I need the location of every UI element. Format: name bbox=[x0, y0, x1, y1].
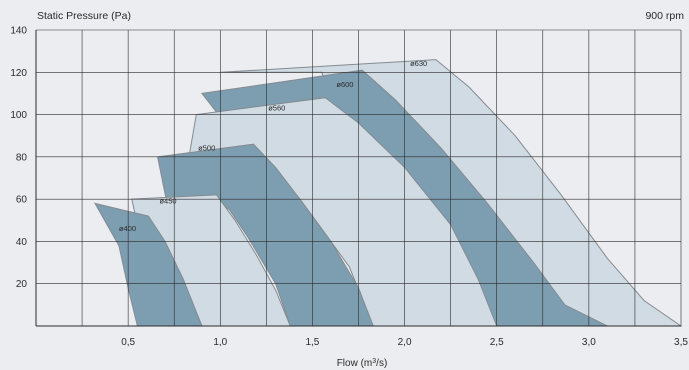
x-tick-label-4: 2,5 bbox=[490, 337, 504, 348]
y-tick-label-5: 120 bbox=[10, 68, 27, 79]
x-tick-label-3: 2,0 bbox=[398, 337, 412, 348]
speed-label: 900 rpm bbox=[645, 10, 684, 22]
x-tick-label-2: 1,5 bbox=[305, 337, 319, 348]
x-axis-label: Flow (m3/s) bbox=[337, 358, 388, 370]
fan-curves bbox=[94, 59, 683, 327]
curve-label-1: ø600 bbox=[336, 80, 353, 89]
y-tick-label-1: 40 bbox=[16, 237, 28, 248]
curve-labels: ø630 ø600 ø560 ø500 ø450 ø400 bbox=[119, 59, 427, 233]
curve-label-3: ø500 bbox=[198, 144, 215, 153]
y-tick-label-6: 140 bbox=[10, 26, 27, 37]
grid-lines bbox=[35, 29, 682, 327]
curve-label-4: ø450 bbox=[159, 196, 176, 205]
y-tick-label-2: 60 bbox=[16, 195, 28, 206]
y-axis-label: Static Pressure (Pa) bbox=[37, 10, 131, 22]
y-tick-label-4: 100 bbox=[10, 110, 27, 121]
curve-label-5: ø400 bbox=[119, 224, 136, 233]
curve-label-2: ø560 bbox=[268, 103, 285, 112]
y-tick-label-3: 80 bbox=[16, 152, 28, 163]
x-tick-label-0: 0,5 bbox=[121, 337, 135, 348]
tick-labels: 0,5 1,0 1,5 2,0 2,5 3,0 3,5 20 40 60 80 100 120 140 bbox=[10, 26, 688, 349]
y-tick-label-0: 20 bbox=[16, 279, 28, 290]
x-tick-label-6: 3,5 bbox=[674, 337, 688, 348]
x-tick-label-1: 1,0 bbox=[213, 337, 227, 348]
x-tick-label-5: 3,0 bbox=[582, 337, 596, 348]
curve-label-0: ø630 bbox=[410, 59, 427, 68]
